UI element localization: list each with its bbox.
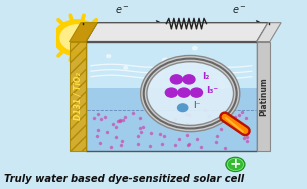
Point	[185, 122, 189, 125]
Circle shape	[107, 55, 111, 58]
Point	[118, 119, 123, 122]
Point	[121, 119, 126, 122]
Point	[195, 137, 200, 140]
Text: e$^-$: e$^-$	[232, 5, 246, 16]
Circle shape	[223, 77, 227, 80]
Point	[177, 138, 181, 141]
Point	[184, 112, 189, 115]
Circle shape	[170, 75, 182, 84]
Point	[241, 125, 246, 128]
Point	[159, 143, 164, 146]
Point	[244, 117, 249, 120]
Point	[135, 134, 140, 137]
Text: D131 / TiO₂: D131 / TiO₂	[73, 72, 82, 120]
Circle shape	[190, 88, 203, 97]
Point	[92, 117, 97, 120]
Point	[173, 144, 178, 147]
Point	[232, 115, 237, 119]
Text: I₃⁻: I₃⁻	[206, 86, 218, 95]
Circle shape	[226, 157, 245, 172]
Circle shape	[144, 59, 237, 129]
Point	[237, 113, 242, 116]
Text: Truly water based dye-sensitized solar cell: Truly water based dye-sensitized solar c…	[4, 174, 244, 184]
Circle shape	[159, 71, 165, 75]
Point	[138, 127, 142, 130]
Circle shape	[183, 75, 195, 84]
Circle shape	[53, 20, 101, 56]
Point	[185, 133, 190, 136]
Circle shape	[218, 77, 222, 81]
Point	[139, 131, 144, 134]
Point	[187, 113, 192, 116]
Text: I₂: I₂	[202, 72, 210, 81]
Point	[149, 132, 154, 135]
Point	[96, 112, 101, 115]
Text: I⁻: I⁻	[193, 101, 200, 110]
Point	[123, 115, 128, 118]
Point	[111, 123, 116, 126]
Point	[118, 144, 123, 147]
Point	[96, 129, 101, 132]
Bar	[86, 88, 257, 151]
Point	[244, 139, 249, 142]
Circle shape	[217, 81, 222, 84]
Point	[141, 126, 146, 129]
Bar	[86, 42, 257, 151]
Point	[241, 136, 246, 139]
Point	[168, 122, 173, 125]
Point	[186, 142, 191, 145]
Point	[99, 117, 104, 120]
Point	[116, 119, 121, 122]
Point	[202, 108, 207, 112]
Point	[98, 141, 103, 144]
Circle shape	[164, 83, 167, 86]
Point	[228, 116, 233, 119]
Point	[199, 146, 204, 149]
Point	[118, 119, 123, 122]
Point	[158, 133, 163, 136]
Point	[172, 118, 177, 121]
Bar	[257, 42, 270, 151]
Point	[213, 141, 218, 144]
Point	[103, 116, 108, 119]
Circle shape	[178, 88, 190, 97]
Circle shape	[60, 25, 94, 51]
Circle shape	[192, 46, 197, 50]
Polygon shape	[86, 23, 268, 42]
Point	[138, 117, 142, 120]
Bar	[70, 42, 86, 151]
Point	[206, 115, 211, 118]
Point	[235, 127, 240, 130]
Circle shape	[124, 66, 128, 69]
Bar	[86, 42, 257, 88]
Point	[244, 136, 249, 139]
Point	[239, 111, 244, 114]
Point	[114, 136, 119, 139]
Circle shape	[162, 58, 168, 62]
Circle shape	[196, 59, 200, 62]
Text: +: +	[230, 157, 241, 171]
Point	[222, 147, 227, 150]
Point	[108, 146, 113, 149]
Point	[135, 142, 140, 145]
Point	[130, 112, 135, 115]
Point	[215, 134, 220, 137]
Point	[219, 128, 223, 131]
Point	[114, 126, 119, 129]
Text: e$^-$: e$^-$	[115, 5, 130, 16]
Point	[120, 140, 125, 143]
Polygon shape	[70, 23, 97, 42]
Circle shape	[220, 85, 225, 88]
Point	[147, 144, 152, 147]
Polygon shape	[257, 23, 281, 42]
Point	[185, 144, 190, 147]
Point	[104, 130, 109, 133]
Circle shape	[147, 84, 151, 86]
Circle shape	[165, 88, 177, 97]
Point	[162, 135, 167, 138]
Circle shape	[177, 104, 188, 112]
Text: Platinum: Platinum	[259, 77, 268, 116]
Point	[94, 135, 99, 138]
Point	[171, 122, 176, 125]
